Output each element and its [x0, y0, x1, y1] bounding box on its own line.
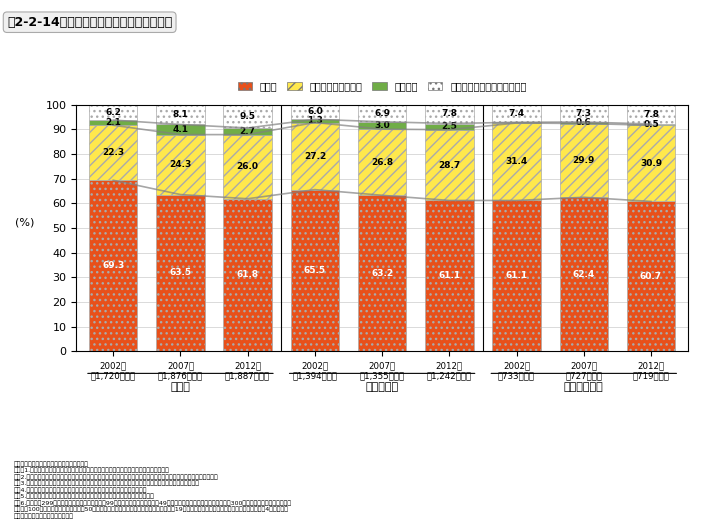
- Text: 63.2: 63.2: [371, 269, 393, 278]
- Bar: [89, 120, 137, 125]
- Bar: [560, 122, 608, 124]
- Bar: [492, 123, 541, 201]
- Bar: [89, 125, 137, 180]
- Text: 26.8: 26.8: [371, 158, 393, 167]
- Text: 22.3: 22.3: [102, 148, 124, 157]
- Bar: [627, 125, 675, 201]
- Legend: 正社員, パート・アルバイト, 派遣社員, その他（契約社員・嘱託等）: 正社員, パート・アルバイト, 派遣社員, その他（契約社員・嘱託等）: [233, 78, 531, 95]
- Bar: [627, 124, 675, 125]
- Text: 63.5: 63.5: [169, 268, 191, 277]
- Bar: [358, 129, 406, 195]
- Text: 62.4: 62.4: [573, 270, 595, 279]
- Bar: [291, 123, 339, 190]
- Bar: [627, 201, 675, 351]
- Bar: [425, 129, 474, 201]
- Bar: [291, 104, 339, 119]
- Y-axis label: (%): (%): [15, 218, 34, 228]
- Text: 61.1: 61.1: [505, 271, 528, 280]
- Text: 31.4: 31.4: [505, 157, 528, 166]
- Bar: [224, 135, 272, 199]
- Bar: [492, 104, 541, 122]
- Text: 1.3: 1.3: [307, 116, 323, 125]
- Text: 0.5: 0.5: [643, 120, 659, 129]
- Bar: [358, 195, 406, 351]
- Text: 2.1: 2.1: [105, 118, 121, 127]
- Text: 7.8: 7.8: [643, 110, 659, 119]
- Text: 69.3: 69.3: [102, 261, 124, 270]
- Text: 7.4: 7.4: [508, 108, 524, 118]
- Bar: [291, 190, 339, 351]
- Text: 30.9: 30.9: [640, 159, 662, 168]
- Bar: [560, 197, 608, 351]
- Bar: [492, 122, 541, 123]
- Text: 61.1: 61.1: [438, 271, 460, 280]
- Text: 27.2: 27.2: [304, 151, 326, 160]
- Bar: [492, 201, 541, 351]
- Bar: [425, 104, 474, 124]
- Bar: [156, 104, 205, 125]
- Text: 0.6: 0.6: [576, 118, 592, 127]
- Bar: [156, 125, 205, 135]
- Text: 7.8: 7.8: [441, 110, 458, 118]
- Bar: [425, 124, 474, 129]
- Text: 第2-2-14図　企業規模別の雇用形態の推移: 第2-2-14図 企業規模別の雇用形態の推移: [7, 16, 172, 29]
- Bar: [156, 194, 205, 351]
- Bar: [224, 199, 272, 351]
- Bar: [627, 105, 675, 124]
- Bar: [560, 124, 608, 197]
- Bar: [560, 104, 608, 122]
- Text: 65.5: 65.5: [304, 266, 326, 275]
- Text: 26.0: 26.0: [237, 162, 259, 171]
- Text: 6.0: 6.0: [307, 107, 323, 116]
- Text: 中規模企業: 中規模企業: [366, 382, 399, 392]
- Text: 小規模事業者: 小規模事業者: [564, 382, 604, 392]
- Text: 3.0: 3.0: [374, 121, 390, 130]
- Text: 60.7: 60.7: [640, 272, 662, 281]
- Text: 6.9: 6.9: [374, 109, 390, 118]
- Text: 61.8: 61.8: [237, 270, 259, 279]
- Text: 2.5: 2.5: [441, 122, 457, 131]
- Text: 7.3: 7.3: [576, 108, 592, 117]
- Bar: [224, 128, 272, 135]
- Text: 8.1: 8.1: [172, 110, 188, 119]
- Text: 2.7: 2.7: [240, 127, 256, 136]
- Text: 28.7: 28.7: [438, 160, 460, 170]
- Bar: [291, 119, 339, 123]
- Bar: [358, 122, 406, 129]
- Bar: [224, 104, 272, 128]
- Text: 29.9: 29.9: [573, 156, 595, 165]
- Text: 大企業: 大企業: [171, 382, 191, 392]
- Text: 24.3: 24.3: [169, 160, 192, 169]
- Text: 資料：総務省「就業構造基本調査」再編加工
（注）1.「正社員」とは、上記調査における「常雇」かつ「正規の職員・従業員」を指す。
　　2.「パート・アルバイト」と: 資料：総務省「就業構造基本調査」再編加工 （注）1.「正社員」とは、上記調査にお…: [14, 461, 292, 519]
- Bar: [89, 180, 137, 351]
- Text: 9.5: 9.5: [240, 112, 256, 121]
- Bar: [358, 105, 406, 122]
- Bar: [425, 201, 474, 351]
- Bar: [156, 135, 205, 194]
- Bar: [89, 105, 137, 120]
- Text: 6.2: 6.2: [105, 108, 121, 117]
- Text: 4.1: 4.1: [172, 125, 188, 134]
